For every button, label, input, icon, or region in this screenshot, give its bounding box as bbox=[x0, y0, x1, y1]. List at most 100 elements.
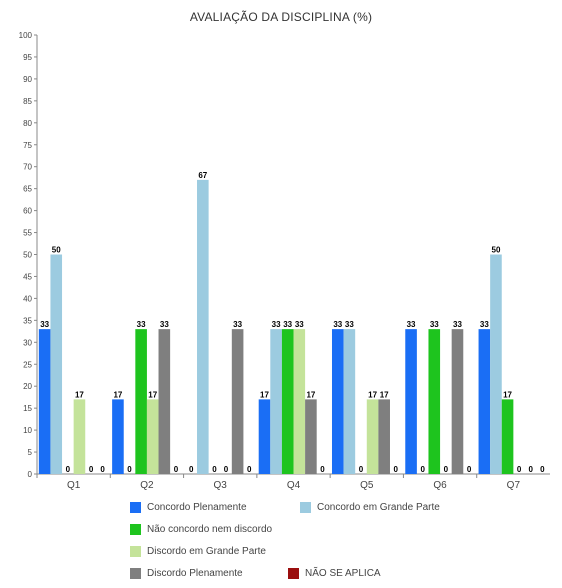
data-label: 33 bbox=[345, 320, 354, 329]
bar-chart: 0 5 10 15 20 25 30 35 40 45 50 55 60 65 70 75 80 85 90 95 10… bbox=[19, 31, 550, 491]
legend-label: Discordo Plenamente bbox=[147, 567, 243, 579]
data-label: 33 bbox=[333, 320, 342, 329]
data-label: 0 bbox=[420, 465, 425, 474]
legend-item-discordo-em-grande-parte: Discordo em Grande Parte bbox=[130, 544, 266, 558]
data-label: 0 bbox=[212, 465, 217, 474]
data-label: 33 bbox=[40, 320, 49, 329]
category-label: Q3 bbox=[214, 480, 228, 491]
bar bbox=[38, 329, 51, 474]
y-tick-label: 75 bbox=[23, 141, 32, 150]
bar bbox=[305, 399, 317, 474]
y-tick-label: 70 bbox=[23, 163, 32, 172]
bar bbox=[405, 329, 417, 474]
legend-label: Concordo em Grande Parte bbox=[317, 501, 440, 513]
data-label: 33 bbox=[233, 320, 242, 329]
legend-swatch bbox=[130, 501, 141, 513]
data-label: 50 bbox=[52, 246, 61, 255]
legend-swatch bbox=[300, 501, 311, 513]
data-label: 33 bbox=[137, 320, 146, 329]
axes: 0 5 10 15 20 25 30 35 40 45 50 55 60 65 70 75 80 85 90 95 10… bbox=[19, 31, 550, 491]
bar bbox=[501, 399, 514, 474]
y-tick-label: 15 bbox=[23, 404, 32, 413]
y-tick-label: 10 bbox=[23, 426, 32, 435]
data-label: 17 bbox=[75, 390, 84, 399]
bar bbox=[50, 254, 63, 474]
y-tick-label: 20 bbox=[23, 382, 32, 391]
legend-item-concordo-plenamente: Concordo Plenamente bbox=[130, 500, 247, 514]
bar bbox=[258, 399, 271, 474]
bar bbox=[158, 329, 171, 474]
bar bbox=[146, 399, 159, 474]
y-tick-label: 65 bbox=[23, 185, 32, 194]
data-label: 33 bbox=[160, 320, 169, 329]
data-label: 0 bbox=[100, 465, 105, 474]
data-label: 17 bbox=[368, 390, 377, 399]
bar bbox=[112, 399, 124, 474]
data-label: 0 bbox=[224, 465, 229, 474]
bar bbox=[281, 329, 294, 474]
data-label: 50 bbox=[492, 246, 501, 255]
legend-swatch bbox=[130, 567, 141, 579]
y-tick-label: 60 bbox=[23, 207, 32, 216]
bar bbox=[270, 329, 282, 474]
bar bbox=[231, 329, 244, 474]
y-tick-label: 0 bbox=[28, 470, 33, 479]
legend-label: Não concordo nem discordo bbox=[147, 523, 273, 535]
bar bbox=[451, 329, 464, 474]
bar bbox=[135, 329, 147, 474]
y-tick-label: 55 bbox=[23, 229, 32, 238]
legend-item-nao-se-aplica: NÃO SE APLICA bbox=[288, 566, 381, 580]
y-tick-label: 80 bbox=[23, 119, 32, 128]
data-label: 0 bbox=[89, 465, 94, 474]
y-tick-label: 30 bbox=[23, 338, 32, 347]
category-label: Q4 bbox=[287, 480, 301, 491]
legend-label: Concordo Plenamente bbox=[147, 501, 247, 513]
bar bbox=[343, 329, 356, 474]
legend-swatch bbox=[288, 567, 299, 579]
data-label: 0 bbox=[189, 465, 194, 474]
legend-swatch bbox=[130, 523, 141, 535]
y-tick-label: 85 bbox=[23, 97, 32, 106]
category-label: Q1 bbox=[67, 480, 81, 491]
data-label: 17 bbox=[260, 390, 269, 399]
legend-label: NÃO SE APLICA bbox=[305, 567, 381, 579]
data-label: 0 bbox=[174, 465, 179, 474]
y-tick-label: 50 bbox=[23, 251, 32, 260]
data-label: 0 bbox=[66, 465, 71, 474]
data-label: 0 bbox=[529, 465, 534, 474]
bar bbox=[478, 329, 491, 474]
category-label: Q2 bbox=[140, 480, 154, 491]
data-label: 0 bbox=[359, 465, 364, 474]
data-label: 33 bbox=[480, 320, 489, 329]
data-label: 0 bbox=[517, 465, 522, 474]
bar bbox=[331, 329, 344, 474]
bar bbox=[490, 254, 502, 474]
bar bbox=[73, 399, 86, 474]
y-tick-label: 100 bbox=[19, 31, 33, 40]
data-label: 17 bbox=[380, 390, 389, 399]
y-tick-label: 95 bbox=[23, 53, 32, 62]
category-label: Q5 bbox=[360, 480, 374, 491]
data-label: 17 bbox=[306, 390, 315, 399]
chart-title: AVALIAÇÃO DA DISCIPLINA (%) bbox=[189, 10, 373, 24]
bars bbox=[38, 179, 514, 474]
y-tick-label: 25 bbox=[23, 360, 32, 369]
legend-item-concordo-em-grande-parte: Concordo em Grande Parte bbox=[300, 500, 440, 514]
category-label: Q6 bbox=[433, 480, 447, 491]
data-label: 0 bbox=[540, 465, 545, 474]
data-label: 33 bbox=[283, 320, 292, 329]
data-label: 0 bbox=[394, 465, 399, 474]
legend-label: Discordo em Grande Parte bbox=[147, 545, 266, 557]
bar bbox=[428, 329, 441, 474]
data-label: 0 bbox=[320, 465, 325, 474]
bar bbox=[366, 399, 379, 474]
y-tick-label: 40 bbox=[23, 294, 32, 303]
y-tick-label: 45 bbox=[23, 272, 32, 281]
data-label: 17 bbox=[503, 390, 512, 399]
data-label: 17 bbox=[148, 390, 157, 399]
y-tick-label: 35 bbox=[23, 316, 32, 325]
data-label: 33 bbox=[295, 320, 304, 329]
bar bbox=[197, 179, 209, 474]
category-label: Q7 bbox=[507, 480, 521, 491]
